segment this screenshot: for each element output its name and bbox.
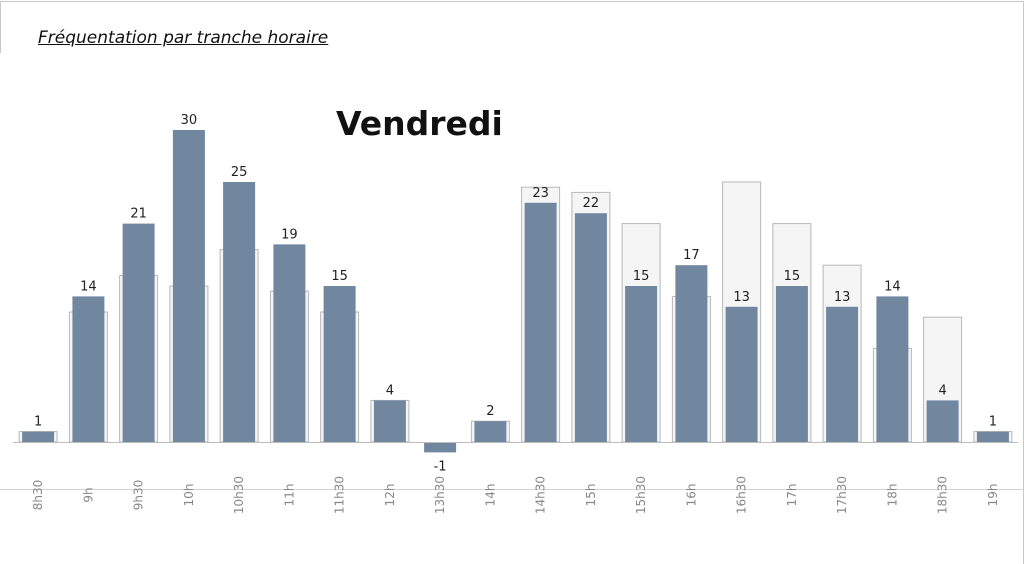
bar-11h: [273, 244, 306, 442]
x-tick-label: 16h: [684, 484, 698, 507]
x-tick-label: 8h30: [31, 480, 45, 511]
bar-15h: [574, 213, 607, 442]
data-label: 1: [989, 415, 997, 430]
data-label: 13: [733, 290, 750, 305]
x-tick-label: 10h: [182, 484, 196, 507]
x-tick-label: 18h: [885, 484, 899, 507]
x-tick-label: 17h30: [835, 476, 849, 514]
data-label: 15: [784, 269, 801, 284]
data-label: 14: [884, 279, 901, 294]
bar-8h30: [22, 431, 55, 442]
data-label: 1: [34, 415, 42, 430]
x-tick-label: 9h: [81, 487, 95, 502]
bar-18h: [876, 296, 909, 442]
x-tick-label: 11h30: [333, 476, 347, 514]
current-bars: [22, 130, 1009, 453]
x-tick-label: 14h: [483, 484, 497, 507]
bar-12h: [373, 400, 406, 442]
bar-10h30: [223, 182, 256, 442]
bar-16h: [675, 265, 708, 442]
x-tick-label: 9h30: [132, 480, 146, 511]
data-label: 25: [231, 165, 248, 180]
bar-10h: [172, 130, 205, 442]
x-tick-label: 12h: [383, 484, 397, 507]
bar-9h30: [122, 223, 155, 442]
bar-19h: [976, 431, 1009, 442]
x-tick-label: 15h: [584, 484, 598, 507]
x-tick-label: 13h30: [433, 476, 447, 514]
data-label: 19: [281, 227, 298, 242]
x-tick-label: 19h: [986, 484, 1000, 507]
x-tick-label: 16h30: [735, 476, 749, 514]
bar-16h30: [725, 306, 758, 442]
bar-14h30: [524, 202, 557, 442]
data-label: 14: [80, 279, 97, 294]
data-label: 15: [633, 269, 650, 284]
data-label: -1: [434, 459, 447, 474]
x-tick-label: 10h30: [232, 476, 246, 514]
bar-15h30: [625, 286, 658, 442]
bar-13h30: [424, 442, 457, 453]
data-label: 4: [386, 383, 394, 398]
x-tick-label: 11h: [282, 484, 296, 507]
frame-top-border: [0, 1, 1024, 2]
x-tick-label: 15h30: [634, 476, 648, 514]
reference-bars: [18, 181, 1013, 443]
x-tick-label: 17h: [785, 484, 799, 507]
bar-17h30: [826, 306, 859, 442]
x-tick-labels: 8h30 9h 9h30 10h 10h30 11h 11h30 12h 13h30 14h 14h…: [31, 476, 1000, 514]
page-title: Fréquentation par tranche horaire: [38, 28, 329, 48]
data-label: 21: [130, 207, 147, 222]
x-tick-label: 14h30: [534, 476, 548, 514]
data-label: 15: [331, 269, 348, 284]
bar-9h: [72, 296, 105, 442]
data-label: 4: [938, 383, 946, 398]
frame-left-border: [0, 1, 1, 53]
data-label: 2: [486, 404, 494, 419]
data-label: 13: [834, 290, 851, 305]
data-labels: 1 14 21 30 25 19 15 4 -1 2 23 22 15 17 13 15 13 14 4 1: [34, 113, 997, 474]
data-label: 22: [583, 196, 600, 211]
x-tick-label: 18h30: [936, 476, 950, 514]
chart-title: Vendredi: [336, 104, 503, 143]
bar-17h: [775, 286, 808, 442]
bar-18h30: [926, 400, 959, 442]
data-label: 17: [683, 248, 700, 263]
data-label: 30: [181, 113, 198, 128]
data-label: 23: [532, 186, 549, 201]
bar-14h: [474, 421, 507, 442]
bar-11h30: [323, 286, 356, 442]
